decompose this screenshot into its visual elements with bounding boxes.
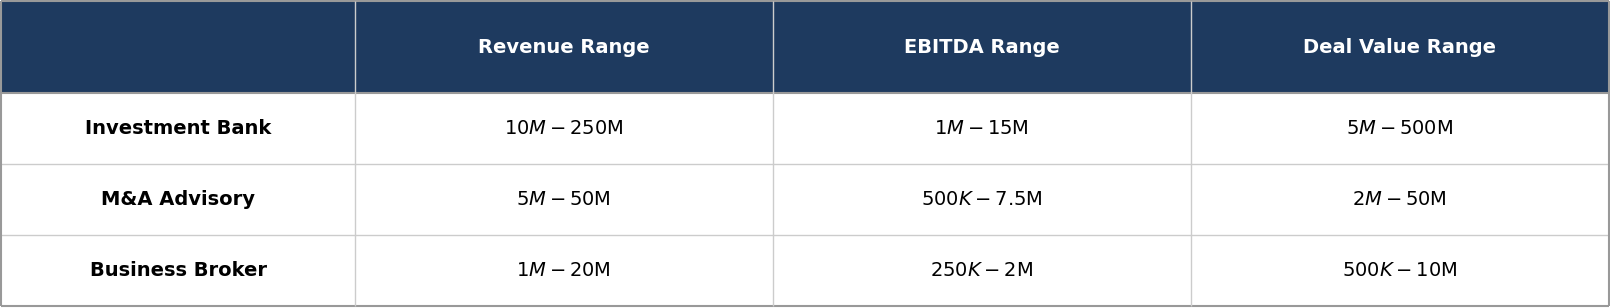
- Bar: [354, 2, 773, 93]
- Bar: [2, 2, 354, 93]
- Text: M&A Advisory: M&A Advisory: [101, 190, 254, 209]
- Text: $10M - $250M: $10M - $250M: [504, 119, 623, 138]
- Bar: [773, 164, 1191, 235]
- Text: EBITDA Range: EBITDA Range: [903, 38, 1059, 57]
- Text: $1M - $20M: $1M - $20M: [517, 261, 612, 280]
- Text: Revenue Range: Revenue Range: [478, 38, 650, 57]
- Text: $2M - $50M: $2M - $50M: [1352, 190, 1447, 209]
- Bar: [2, 93, 354, 164]
- Bar: [2, 164, 354, 235]
- Bar: [773, 235, 1191, 306]
- Text: $5M - $50M: $5M - $50M: [517, 190, 612, 209]
- Bar: [1191, 235, 1608, 306]
- Text: Business Broker: Business Broker: [90, 261, 267, 280]
- Bar: [1191, 164, 1608, 235]
- Bar: [773, 2, 1191, 93]
- Text: $1M - $15M: $1M - $15M: [934, 119, 1029, 138]
- Bar: [354, 164, 773, 235]
- Text: $5M - $500M: $5M - $500M: [1346, 119, 1454, 138]
- Text: $250K - $2M: $250K - $2M: [931, 261, 1034, 280]
- Text: Deal Value Range: Deal Value Range: [1302, 38, 1496, 57]
- Text: $500K - $7.5M: $500K - $7.5M: [921, 190, 1043, 209]
- Bar: [354, 235, 773, 306]
- Bar: [1191, 93, 1608, 164]
- Bar: [2, 235, 354, 306]
- Text: Investment Bank: Investment Bank: [85, 119, 272, 138]
- Bar: [354, 93, 773, 164]
- Bar: [1191, 2, 1608, 93]
- Text: $500K - $10M: $500K - $10M: [1341, 261, 1457, 280]
- Bar: [773, 93, 1191, 164]
